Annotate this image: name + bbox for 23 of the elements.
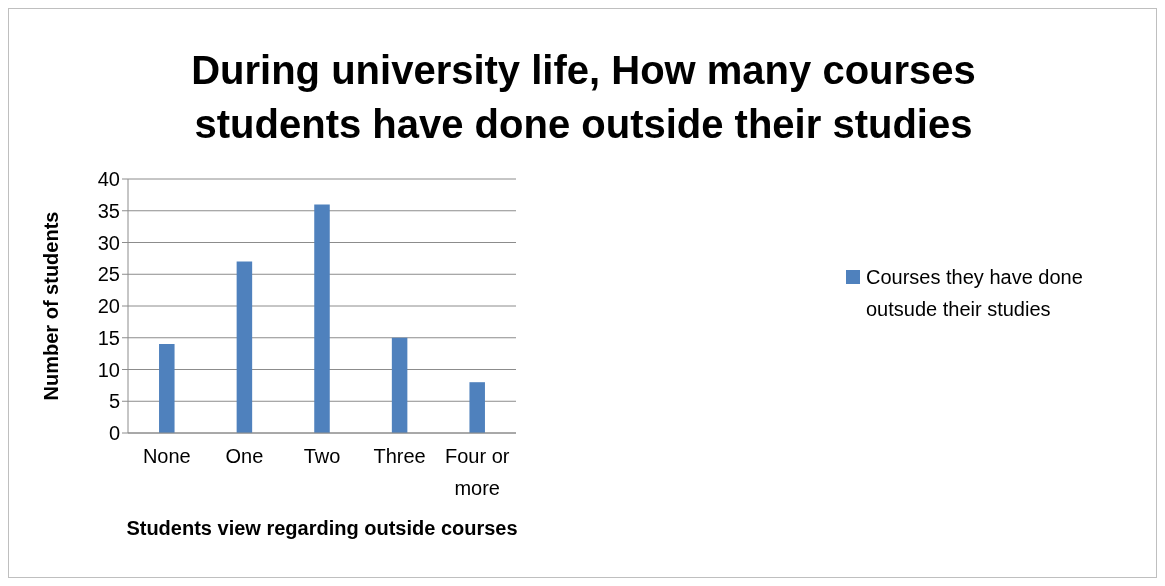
y-tick-label: 15 <box>97 326 120 349</box>
x-tick-label: None <box>142 445 191 467</box>
chart-title: During university life, How many courses students have done outside their studies <box>190 47 977 148</box>
bar <box>469 382 485 433</box>
x-axis-title: Students view regarding outside courses <box>126 517 518 539</box>
y-tick-label: 40 <box>97 168 120 191</box>
bar <box>314 204 330 433</box>
x-tick-label: Two <box>303 445 341 467</box>
bar <box>236 261 253 433</box>
y-tick-label: 5 <box>108 390 120 413</box>
x-tick-label: One <box>225 445 264 467</box>
y-tick-label: 10 <box>97 358 120 381</box>
bar <box>159 344 175 433</box>
y-tick-label: 0 <box>108 422 120 445</box>
x-tick-label: Four or more <box>444 445 510 499</box>
y-axis-title: Number of students <box>40 211 63 401</box>
legend-label: Courses they have done outsude their studies <box>866 265 1084 322</box>
bar <box>391 337 408 433</box>
y-tick-label: 30 <box>97 231 120 254</box>
x-tick-label: Three <box>373 445 426 467</box>
y-tick-label: 35 <box>97 199 120 222</box>
y-tick-label: 20 <box>97 295 120 318</box>
y-tick-label: 25 <box>97 263 120 286</box>
